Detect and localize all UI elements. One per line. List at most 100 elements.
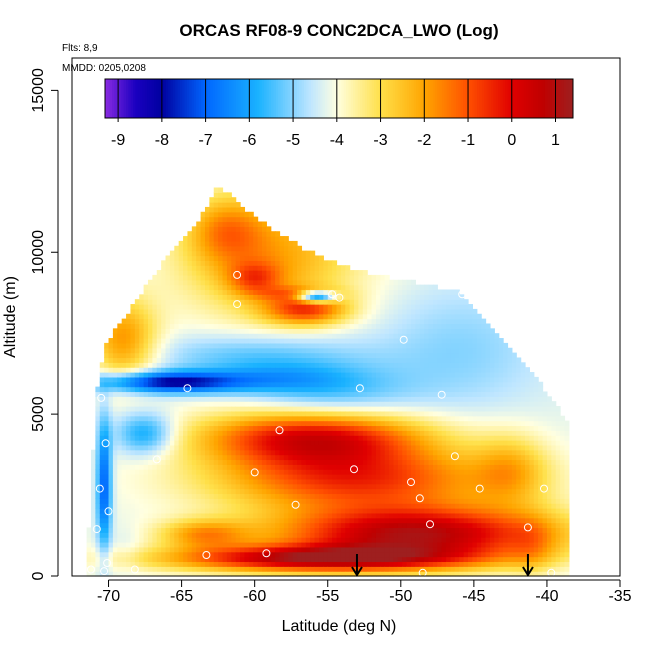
field-cell bbox=[393, 401, 399, 407]
field-cell bbox=[226, 483, 232, 490]
field-cell bbox=[152, 284, 158, 291]
field-cell bbox=[266, 454, 272, 461]
field-cell bbox=[200, 255, 206, 261]
field-cell bbox=[126, 420, 132, 427]
field-cell bbox=[143, 478, 149, 485]
field-cell bbox=[231, 537, 237, 543]
field-cell bbox=[126, 454, 132, 461]
field-cell bbox=[104, 342, 110, 349]
field-cell bbox=[354, 522, 360, 529]
field-cell bbox=[196, 279, 202, 286]
field-cell bbox=[362, 566, 368, 572]
field-cell bbox=[340, 474, 346, 480]
field-cell bbox=[200, 527, 206, 533]
field-cell bbox=[169, 527, 175, 533]
field-cell bbox=[139, 333, 145, 339]
field-cell bbox=[104, 561, 110, 567]
field-cell bbox=[191, 459, 197, 465]
field-cell bbox=[156, 376, 162, 383]
field-cell bbox=[231, 284, 237, 291]
field-cell bbox=[266, 289, 272, 295]
field-cell bbox=[270, 537, 276, 543]
field-cell bbox=[244, 386, 250, 393]
field-cell bbox=[248, 308, 254, 315]
field-cell bbox=[253, 425, 259, 431]
field-cell bbox=[297, 381, 303, 388]
field-cell bbox=[183, 245, 189, 252]
field-cell bbox=[397, 435, 403, 441]
field-cell bbox=[279, 270, 285, 276]
field-cell bbox=[279, 396, 285, 402]
field-cell bbox=[152, 546, 158, 553]
field-cell bbox=[419, 474, 425, 480]
field-cell bbox=[231, 415, 237, 422]
field-cell bbox=[218, 372, 224, 378]
field-cell bbox=[266, 425, 272, 431]
field-cell bbox=[345, 304, 351, 310]
field-cell bbox=[261, 396, 267, 402]
field-cell bbox=[231, 512, 237, 519]
field-cell bbox=[196, 420, 202, 427]
field-cell bbox=[362, 328, 368, 334]
field-cell bbox=[327, 527, 333, 533]
field-cell bbox=[174, 493, 180, 499]
field-cell bbox=[275, 386, 281, 393]
field-cell bbox=[213, 561, 219, 567]
field-cell bbox=[336, 318, 342, 325]
field-cell bbox=[288, 294, 294, 300]
field-cell bbox=[178, 512, 184, 519]
field-cell bbox=[161, 376, 167, 383]
field-cell bbox=[143, 483, 149, 490]
field-cell bbox=[183, 503, 189, 509]
field-cell bbox=[371, 459, 377, 465]
field-cell bbox=[270, 556, 276, 563]
field-cell bbox=[196, 396, 202, 402]
field-cell bbox=[147, 483, 153, 490]
field-cell bbox=[235, 338, 241, 344]
field-cell bbox=[270, 328, 276, 334]
field-cell bbox=[99, 449, 105, 456]
field-cell bbox=[161, 362, 167, 368]
field-cell bbox=[213, 391, 219, 397]
field-cell bbox=[424, 372, 430, 378]
field-cell bbox=[169, 386, 175, 393]
field-cell bbox=[288, 551, 294, 558]
field-cell bbox=[270, 270, 276, 276]
field-cell bbox=[244, 221, 250, 227]
field-cell bbox=[314, 571, 320, 577]
field-cell bbox=[406, 381, 412, 388]
field-cell bbox=[393, 542, 399, 548]
field-cell bbox=[121, 386, 127, 393]
field-cell bbox=[222, 522, 228, 529]
field-cell bbox=[384, 376, 390, 383]
field-cell bbox=[226, 240, 232, 247]
field-cell bbox=[187, 231, 193, 237]
field-cell bbox=[178, 420, 184, 427]
field-cell bbox=[411, 566, 417, 572]
field-cell bbox=[187, 435, 193, 441]
field-cell bbox=[187, 347, 193, 354]
field-cell bbox=[222, 265, 228, 271]
field-cell bbox=[288, 372, 294, 378]
field-cell bbox=[411, 318, 417, 325]
field-cell bbox=[169, 537, 175, 543]
field-cell bbox=[253, 323, 259, 329]
field-cell bbox=[156, 357, 162, 363]
field-cell bbox=[283, 464, 289, 470]
field-cell bbox=[397, 352, 403, 359]
field-cell bbox=[358, 342, 364, 349]
field-cell bbox=[275, 551, 281, 558]
field-cell bbox=[301, 406, 307, 412]
field-cell bbox=[389, 474, 395, 480]
field-cell bbox=[349, 483, 355, 490]
field-cell bbox=[235, 571, 241, 577]
field-cell bbox=[139, 512, 145, 519]
field-cell bbox=[191, 401, 197, 407]
field-cell bbox=[244, 527, 250, 533]
field-cell bbox=[183, 571, 189, 577]
field-cell bbox=[362, 444, 368, 451]
field-cell bbox=[314, 299, 320, 305]
field-cell bbox=[279, 410, 285, 417]
field-cell bbox=[406, 532, 412, 538]
field-cell bbox=[156, 401, 162, 407]
